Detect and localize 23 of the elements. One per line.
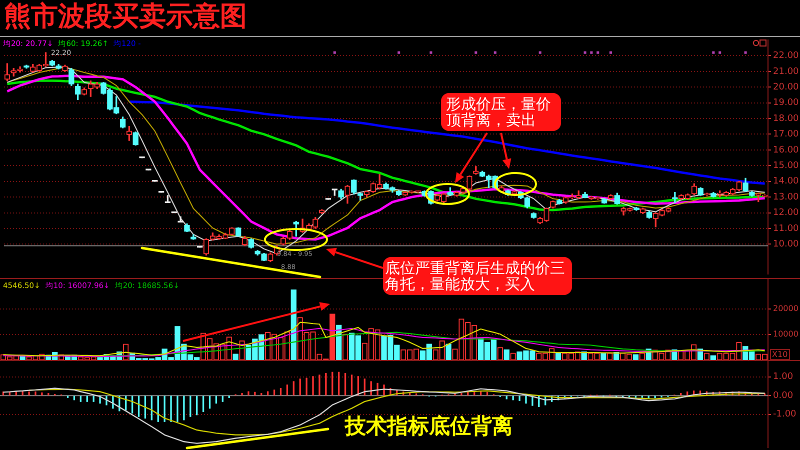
y-tick-label: 10.00 <box>773 240 800 250</box>
annotation: 技术指标底位背离 <box>345 414 513 438</box>
y-tick-label: -1.00 <box>773 410 797 420</box>
y-tick-label: 0.00 <box>773 390 794 401</box>
y-tick-label: 21.00 <box>773 66 800 77</box>
y-tick-label: 17.00 <box>773 130 800 140</box>
y-tick-label: 15.00 <box>773 160 800 171</box>
y-tick-label: 16.00 <box>773 145 800 156</box>
chart-title: 熊市波段买卖示意图 <box>4 1 247 32</box>
y-tick-label: 20.00 <box>773 82 800 92</box>
y-tick-label: 10000 <box>773 329 798 338</box>
y-tick-label: 19.00 <box>773 98 800 108</box>
y-tick-label: 12.00 <box>773 208 800 218</box>
y-tick-label: 14.00 <box>773 176 800 187</box>
y-tick-label: 18.00 <box>773 114 800 124</box>
annotation: 底位严重背离后生成的价三角托，量能放大，买入 <box>383 257 572 295</box>
y-tick-label: 13.00 <box>773 192 800 202</box>
y-tick-label: 20000 <box>773 304 798 313</box>
text: X10 <box>770 349 790 360</box>
y-tick-label: 11.00 <box>773 224 800 234</box>
annotation: 形成价压，量价顶背离，卖出 <box>441 93 560 131</box>
y-tick-label: 1.00 <box>773 372 794 382</box>
y-tick-label: 22.00 <box>773 51 800 62</box>
